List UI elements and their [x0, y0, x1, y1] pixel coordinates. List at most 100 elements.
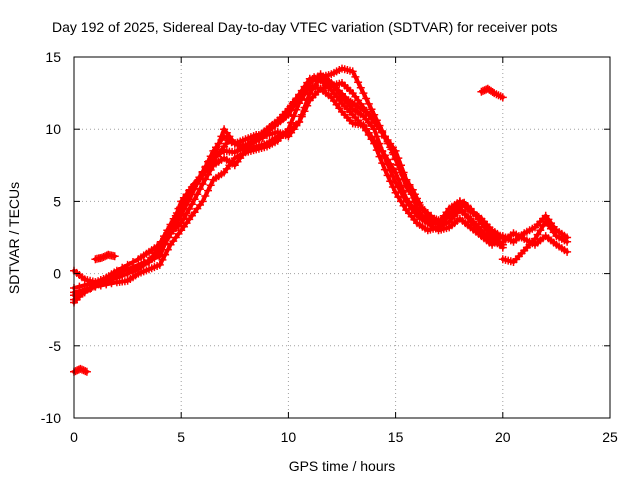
plus-marker [354, 78, 363, 87]
plus-marker [383, 171, 392, 180]
plus-marker [163, 226, 172, 235]
plus-marker [413, 194, 421, 203]
plus-marker [102, 274, 111, 283]
plus-marker [395, 165, 404, 174]
x-tick-labels: 0 5 10 15 20 25 [70, 429, 618, 445]
series-line [72, 66, 495, 290]
plus-marker [202, 165, 211, 174]
plus-marker [187, 200, 196, 209]
plus-marker [123, 265, 132, 274]
plus-marker [198, 170, 207, 179]
plus-marker [176, 203, 185, 212]
series-track-3 [70, 64, 497, 292]
plus-marker [386, 159, 395, 168]
plus-marker [155, 260, 164, 269]
plus-marker [206, 161, 215, 170]
plus-marker [110, 252, 119, 261]
x-tick-label: 15 [388, 429, 404, 445]
y-tick-label: 5 [53, 193, 61, 209]
plus-marker [388, 183, 397, 191]
plus-marker [367, 105, 376, 114]
plus-marker [563, 237, 572, 246]
plus-marker [533, 230, 542, 239]
plus-marker [386, 177, 395, 186]
plus-marker [182, 209, 191, 218]
series-track-10 [91, 250, 119, 264]
chart-title: Day 192 of 2025, Sidereal Day-to-day VTE… [52, 19, 558, 35]
plus-marker [209, 157, 218, 165]
plus-marker [196, 185, 204, 194]
series-track-12 [477, 84, 507, 102]
x-tick-label: 0 [70, 429, 78, 445]
plus-marker [378, 159, 387, 168]
plus-marker [397, 197, 405, 206]
plus-marker [348, 67, 357, 76]
series-track-6 [70, 73, 503, 304]
plus-marker [112, 268, 121, 277]
plus-marker [185, 205, 194, 213]
plus-marker [190, 180, 199, 189]
plus-marker [297, 112, 306, 121]
plus-marker [405, 180, 414, 189]
plus-marker [498, 93, 507, 102]
plus-marker [399, 201, 408, 210]
plus-marker [399, 170, 408, 179]
plus-marker [391, 188, 400, 197]
plus-marker [169, 214, 178, 223]
plus-marker [206, 181, 215, 190]
plus-marker [153, 243, 162, 252]
y-tick-label: 10 [45, 121, 61, 137]
plus-marker [163, 245, 172, 254]
plus-marker [147, 255, 156, 264]
plus-marker [394, 175, 403, 183]
plus-marker [287, 118, 296, 127]
plus-marker [182, 191, 191, 200]
plus-marker [284, 125, 293, 134]
plus-marker [214, 139, 223, 148]
plus-marker [408, 185, 417, 194]
plus-marker [194, 175, 203, 184]
plus-marker [415, 198, 424, 207]
x-tick-label: 20 [495, 429, 511, 445]
plus-marker [300, 107, 309, 116]
plus-marker [389, 150, 398, 159]
plus-marker [362, 94, 371, 103]
plus-marker [384, 139, 393, 148]
y-tick-label: 15 [45, 49, 61, 65]
plus-marker [303, 101, 312, 110]
plus-marker [383, 155, 392, 164]
plus-marker [91, 281, 100, 290]
plus-marker [410, 190, 419, 199]
plus-marker [380, 151, 389, 160]
plus-marker [179, 197, 188, 206]
plus-marker [536, 226, 545, 235]
series-track-11 [70, 364, 91, 376]
plus-marker [201, 175, 210, 184]
plus-marker [161, 250, 170, 259]
plus-marker [380, 165, 389, 174]
series-track-8 [498, 217, 572, 266]
plus-marker [351, 72, 360, 81]
x-tick-label: 5 [177, 429, 185, 445]
plus-marker [374, 122, 383, 131]
plus-marker [494, 234, 503, 243]
plus-marker [292, 105, 301, 114]
plus-marker [563, 247, 572, 256]
plus-marker [375, 152, 384, 161]
plus-marker [391, 168, 400, 177]
x-axis-label: GPS time / hours [289, 458, 396, 474]
plus-marker [150, 249, 159, 258]
data-series [70, 64, 572, 376]
plus-marker [118, 266, 127, 275]
plus-marker [393, 160, 402, 169]
plus-marker [356, 83, 365, 92]
plus-marker [380, 133, 389, 142]
plus-marker [212, 152, 221, 161]
plus-marker [96, 277, 105, 286]
plus-marker [160, 232, 168, 241]
plus-marker [397, 181, 405, 190]
plus-marker [217, 132, 226, 141]
plus-marker [190, 195, 199, 204]
plus-marker [295, 118, 304, 126]
